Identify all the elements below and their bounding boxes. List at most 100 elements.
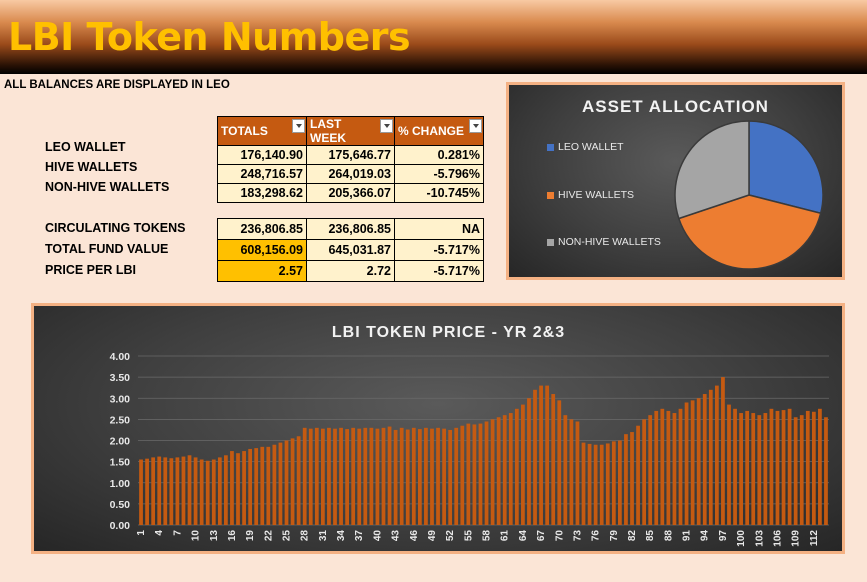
lbi-price-chart[interactable]: LBI TOKEN PRICE - YR 2&3 0.00 0.50 1.00 1.50…	[31, 303, 845, 554]
bar[interactable]	[563, 415, 568, 525]
bar[interactable]	[448, 429, 453, 525]
cell-last-week[interactable]: 205,366.07	[306, 183, 395, 203]
bar[interactable]	[672, 413, 677, 525]
bar[interactable]	[690, 400, 695, 525]
bar[interactable]	[478, 423, 483, 525]
bar[interactable]	[224, 455, 228, 525]
bar[interactable]	[339, 427, 343, 525]
bar[interactable]	[466, 423, 471, 525]
bar[interactable]	[236, 453, 240, 525]
bar[interactable]	[581, 442, 586, 525]
cell-last-week[interactable]: 645,031.87	[306, 239, 395, 261]
filter-dropdown-icon[interactable]	[380, 119, 393, 133]
bar[interactable]	[369, 427, 374, 525]
bar[interactable]	[708, 389, 713, 525]
bar[interactable]	[260, 446, 265, 525]
bar[interactable]	[799, 415, 804, 525]
col-header-totals[interactable]: TOTALS	[217, 116, 307, 146]
bar[interactable]	[230, 451, 234, 525]
pie-slice-1[interactable]	[677, 194, 822, 270]
bar[interactable]	[545, 385, 550, 525]
bar[interactable]	[381, 427, 386, 525]
bar[interactable]	[151, 457, 156, 525]
bar[interactable]	[308, 428, 313, 525]
pie-slice-0[interactable]	[748, 120, 824, 215]
bar[interactable]	[502, 415, 507, 525]
bar[interactable]	[654, 410, 659, 525]
bar[interactable]	[320, 428, 325, 525]
cell-change[interactable]: -5.717%	[394, 239, 484, 261]
bar[interactable]	[714, 385, 719, 525]
bar[interactable]	[205, 460, 210, 525]
bar[interactable]	[181, 456, 186, 525]
bar[interactable]	[739, 413, 743, 525]
bar[interactable]	[490, 419, 495, 526]
bar[interactable]	[175, 457, 180, 525]
cell-totals[interactable]: 176,140.90	[217, 145, 307, 165]
bar[interactable]	[611, 441, 616, 525]
bar[interactable]	[217, 457, 222, 525]
cell-totals[interactable]: 2.57	[217, 260, 307, 282]
bar[interactable]	[242, 451, 246, 525]
bar[interactable]	[248, 448, 253, 525]
bar[interactable]	[442, 428, 446, 525]
bar[interactable]	[139, 459, 143, 525]
bar[interactable]	[751, 413, 756, 525]
cell-totals[interactable]: 183,298.62	[217, 183, 307, 203]
bar[interactable]	[393, 429, 398, 525]
bar[interactable]	[405, 429, 410, 525]
bar[interactable]	[666, 410, 671, 525]
bar[interactable]	[818, 408, 822, 525]
bar[interactable]	[630, 432, 634, 525]
asset-allocation-chart[interactable]: ASSET ALLOCATION LEO WALLET HIVE WALLETS…	[506, 82, 845, 280]
cell-totals[interactable]: 236,806.85	[217, 218, 307, 240]
bar[interactable]	[430, 428, 434, 525]
bar[interactable]	[351, 427, 356, 525]
cell-change[interactable]: -10.745%	[394, 183, 484, 203]
col-header-last-week[interactable]: LAST WEEK	[306, 116, 395, 146]
bar[interactable]	[642, 419, 647, 526]
bar[interactable]	[302, 427, 307, 525]
bar[interactable]	[805, 410, 810, 525]
bar[interactable]	[163, 457, 168, 525]
cell-change[interactable]: 0.281%	[394, 145, 484, 165]
bar[interactable]	[593, 444, 598, 525]
bar[interactable]	[199, 459, 204, 525]
bar[interactable]	[696, 398, 701, 525]
col-header-change[interactable]: % CHANGE	[394, 116, 484, 146]
bar[interactable]	[417, 429, 422, 525]
bar[interactable]	[278, 442, 283, 525]
bar[interactable]	[411, 427, 416, 525]
bar[interactable]	[345, 429, 349, 525]
bar[interactable]	[169, 458, 174, 525]
bar[interactable]	[775, 410, 780, 525]
bar[interactable]	[824, 417, 828, 525]
cell-change[interactable]: -5.717%	[394, 260, 484, 282]
bar[interactable]	[254, 448, 259, 525]
bar[interactable]	[357, 428, 362, 525]
bar[interactable]	[624, 434, 628, 525]
bar[interactable]	[539, 385, 543, 525]
bar[interactable]	[211, 459, 216, 525]
bar[interactable]	[333, 428, 337, 525]
bar[interactable]	[296, 436, 301, 525]
bar[interactable]	[721, 377, 725, 526]
cell-change[interactable]: -5.796%	[394, 164, 484, 184]
bar[interactable]	[514, 408, 519, 525]
bar[interactable]	[781, 410, 786, 525]
bar[interactable]	[399, 427, 404, 525]
bar[interactable]	[557, 400, 562, 525]
cell-last-week[interactable]: 2.72	[306, 260, 395, 282]
bar[interactable]	[387, 426, 392, 525]
bar[interactable]	[636, 425, 640, 525]
bar[interactable]	[193, 457, 198, 525]
filter-dropdown-icon[interactable]	[469, 119, 482, 133]
bar[interactable]	[272, 444, 277, 525]
bar[interactable]	[284, 440, 289, 526]
bar[interactable]	[811, 411, 816, 525]
bar[interactable]	[290, 438, 295, 525]
bar[interactable]	[363, 427, 368, 525]
bar[interactable]	[745, 410, 750, 525]
bar[interactable]	[508, 413, 513, 525]
bar[interactable]	[618, 440, 622, 526]
